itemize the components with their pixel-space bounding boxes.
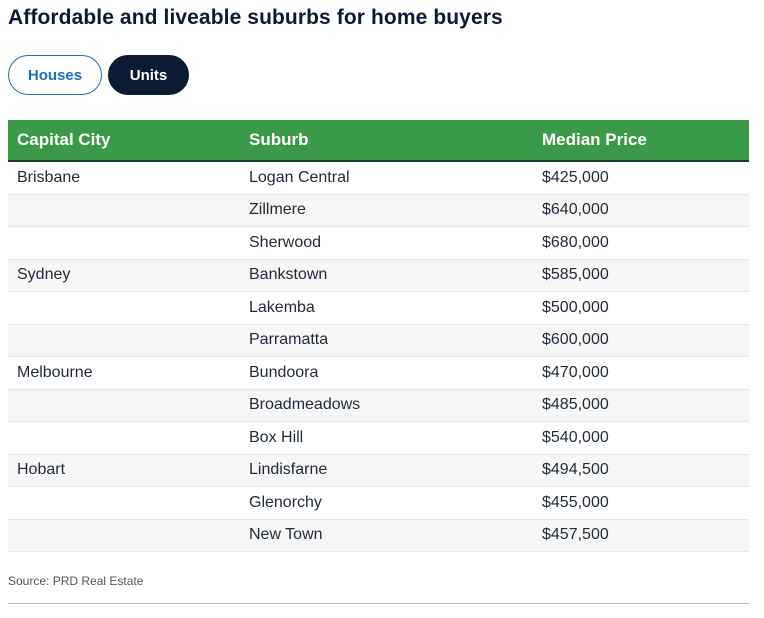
cell-city: Hobart xyxy=(17,461,66,479)
tab-houses[interactable]: Houses xyxy=(8,55,102,95)
tab-units[interactable]: Units xyxy=(108,55,189,95)
cell-suburb: New Town xyxy=(249,526,323,544)
cell-suburb: Bankstown xyxy=(249,266,328,284)
table-row: Zillmere $640,000 xyxy=(8,194,749,227)
table-row: Brisbane Logan Central $425,000 xyxy=(8,162,749,195)
cell-price: $425,000 xyxy=(542,168,609,186)
table-row: Parramatta $600,000 xyxy=(8,324,749,357)
cell-price: $640,000 xyxy=(542,201,609,219)
source-note: Source: PRD Real Estate xyxy=(8,574,144,588)
cell-price: $470,000 xyxy=(542,363,609,381)
cell-suburb: Parramatta xyxy=(249,331,329,349)
table-row: Sydney Bankstown $585,000 xyxy=(8,259,749,292)
cell-price: $585,000 xyxy=(542,266,609,284)
cell-city: Sydney xyxy=(17,266,71,284)
cell-price: $455,000 xyxy=(542,493,609,511)
table-row: Sherwood $680,000 xyxy=(8,227,749,260)
table-row: Box Hill $540,000 xyxy=(8,422,749,455)
cell-suburb: Bundoora xyxy=(249,363,319,381)
cell-suburb: Lindisfarne xyxy=(249,461,328,479)
table-row: New Town $457,500 xyxy=(8,519,749,552)
cell-city: Melbourne xyxy=(17,363,93,381)
cell-price: $500,000 xyxy=(542,298,609,316)
table-row: Broadmeadows $485,000 xyxy=(8,389,749,422)
column-header-median-price: Median Price xyxy=(542,130,647,149)
cell-suburb: Broadmeadows xyxy=(249,396,361,414)
table-row: Glenorchy $455,000 xyxy=(8,487,749,520)
cell-suburb: Box Hill xyxy=(249,428,304,446)
table-header: Capital City Suburb Median Price xyxy=(8,120,749,162)
property-type-tabs: Houses Units xyxy=(8,55,189,95)
table-row: Lakemba $500,000 xyxy=(8,292,749,325)
column-header-capital-city: Capital City xyxy=(17,130,111,149)
cell-suburb: Lakemba xyxy=(249,298,315,316)
cell-price: $600,000 xyxy=(542,331,609,349)
page-title: Affordable and liveable suburbs for home… xyxy=(8,6,503,29)
cell-suburb: Logan Central xyxy=(249,168,350,186)
cell-price: $485,000 xyxy=(542,396,609,414)
cell-city: Brisbane xyxy=(17,168,81,186)
cell-price: $457,500 xyxy=(542,526,609,544)
cell-price: $540,000 xyxy=(542,428,609,446)
cell-price: $494,500 xyxy=(542,461,609,479)
table-row: Hobart Lindisfarne $494,500 xyxy=(8,454,749,487)
cell-suburb: Zillmere xyxy=(249,201,306,219)
cell-price: $680,000 xyxy=(542,233,609,251)
column-header-suburb: Suburb xyxy=(249,130,309,149)
divider xyxy=(8,603,749,604)
suburbs-table: Capital City Suburb Median Price Brisban… xyxy=(8,120,749,552)
table-row: Melbourne Bundoora $470,000 xyxy=(8,357,749,390)
cell-suburb: Glenorchy xyxy=(249,493,322,511)
cell-suburb: Sherwood xyxy=(249,233,322,251)
